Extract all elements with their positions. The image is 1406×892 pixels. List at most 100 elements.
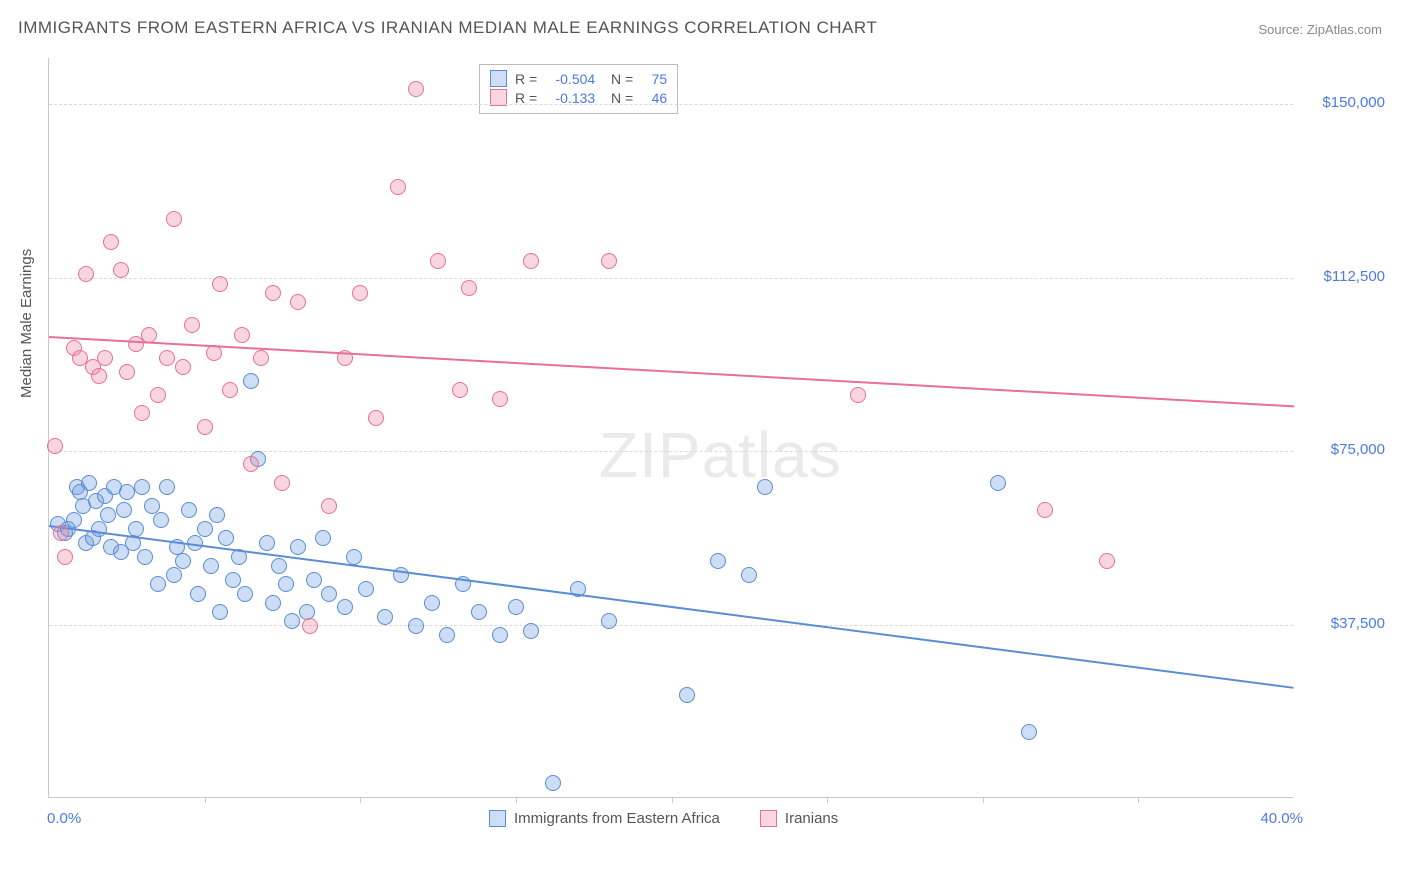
dot-eastern-africa: [471, 604, 487, 620]
dot-iranian: [461, 280, 477, 296]
bottom-legend-label-2: Iranians: [785, 810, 838, 827]
swatch-series1-bottom: [489, 810, 506, 827]
dot-eastern-africa: [212, 604, 228, 620]
dot-eastern-africa: [346, 549, 362, 565]
dot-iranian: [57, 549, 73, 565]
correlation-legend: R = -0.504 N = 75 R = -0.133 N = 46: [479, 64, 678, 114]
dot-eastern-africa: [209, 507, 225, 523]
x-tick: [827, 797, 828, 803]
watermark: ZIPatlas: [599, 418, 842, 492]
legend-n-label: N =: [603, 71, 633, 87]
dot-iranian: [321, 498, 337, 514]
dot-iranian: [91, 368, 107, 384]
dot-eastern-africa: [100, 507, 116, 523]
dot-eastern-africa: [166, 567, 182, 583]
dot-eastern-africa: [218, 530, 234, 546]
dot-iranian: [78, 266, 94, 282]
dot-eastern-africa: [710, 553, 726, 569]
chart-area: Median Male Earnings ZIPatlas R = -0.504…: [48, 58, 1388, 826]
dot-eastern-africa: [265, 595, 281, 611]
dot-eastern-africa: [757, 479, 773, 495]
x-tick: [1138, 797, 1139, 803]
dot-eastern-africa: [408, 618, 424, 634]
dot-iranian: [234, 327, 250, 343]
dot-eastern-africa: [81, 475, 97, 491]
dot-iranian: [113, 262, 129, 278]
dot-eastern-africa: [315, 530, 331, 546]
gridline: [49, 104, 1293, 105]
dot-eastern-africa: [492, 627, 508, 643]
legend-n-value-1: 75: [641, 71, 667, 87]
dot-iranian: [53, 525, 69, 541]
dot-iranian: [601, 253, 617, 269]
dot-eastern-africa: [203, 558, 219, 574]
legend-row-series1: R = -0.504 N = 75: [490, 69, 667, 88]
dot-iranian: [166, 211, 182, 227]
dot-eastern-africa: [306, 572, 322, 588]
source-label: Source: ZipAtlas.com: [1258, 22, 1382, 37]
dot-iranian: [47, 438, 63, 454]
source-prefix: Source:: [1258, 22, 1306, 37]
dot-eastern-africa: [159, 479, 175, 495]
dot-iranian: [103, 234, 119, 250]
legend-r-label: R =: [515, 90, 537, 106]
dot-iranian: [265, 285, 281, 301]
dot-eastern-africa: [237, 586, 253, 602]
dot-iranian: [1099, 553, 1115, 569]
x-tick: [205, 797, 206, 803]
dot-eastern-africa: [439, 627, 455, 643]
dot-iranian: [197, 419, 213, 435]
legend-n-label: N =: [603, 90, 633, 106]
dot-iranian: [492, 391, 508, 407]
dot-iranian: [523, 253, 539, 269]
dot-eastern-africa: [271, 558, 287, 574]
dot-eastern-africa: [153, 512, 169, 528]
swatch-series1: [490, 70, 507, 87]
dot-eastern-africa: [1021, 724, 1037, 740]
y-tick-label: $112,500: [1300, 268, 1385, 285]
dot-eastern-africa: [181, 502, 197, 518]
y-tick-label: $75,000: [1300, 441, 1385, 458]
dot-eastern-africa: [119, 484, 135, 500]
y-tick-label: $37,500: [1300, 615, 1385, 632]
legend-r-label: R =: [515, 71, 537, 87]
dot-eastern-africa: [601, 613, 617, 629]
dot-iranian: [302, 618, 318, 634]
x-min-label: 0.0%: [47, 810, 81, 827]
dot-eastern-africa: [321, 586, 337, 602]
dot-eastern-africa: [377, 609, 393, 625]
legend-n-value-2: 46: [641, 90, 667, 106]
dot-eastern-africa: [175, 553, 191, 569]
dot-iranian: [253, 350, 269, 366]
dot-iranian: [243, 456, 259, 472]
dot-iranian: [1037, 502, 1053, 518]
dot-eastern-africa: [66, 512, 82, 528]
dot-iranian: [290, 294, 306, 310]
dot-iranian: [430, 253, 446, 269]
dot-eastern-africa: [284, 613, 300, 629]
bottom-legend: Immigrants from Eastern Africa Iranians: [489, 810, 838, 827]
dot-iranian: [150, 387, 166, 403]
dot-eastern-africa: [150, 576, 166, 592]
dot-iranian: [212, 276, 228, 292]
dot-eastern-africa: [545, 775, 561, 791]
dot-iranian: [850, 387, 866, 403]
chart-title: IMMIGRANTS FROM EASTERN AFRICA VS IRANIA…: [18, 18, 877, 38]
dot-iranian: [352, 285, 368, 301]
dot-eastern-africa: [523, 623, 539, 639]
dot-eastern-africa: [679, 687, 695, 703]
y-axis-label: Median Male Earnings: [18, 249, 35, 398]
swatch-series2-bottom: [760, 810, 777, 827]
dot-eastern-africa: [137, 549, 153, 565]
dot-eastern-africa: [225, 572, 241, 588]
dot-eastern-africa: [259, 535, 275, 551]
dot-iranian: [97, 350, 113, 366]
dot-eastern-africa: [424, 595, 440, 611]
gridline: [49, 625, 1293, 626]
dot-iranian: [274, 475, 290, 491]
dot-iranian: [134, 405, 150, 421]
trendline-eastern-africa: [49, 525, 1294, 689]
source-name: ZipAtlas.com: [1307, 22, 1382, 37]
gridline: [49, 451, 1293, 452]
dot-eastern-africa: [358, 581, 374, 597]
